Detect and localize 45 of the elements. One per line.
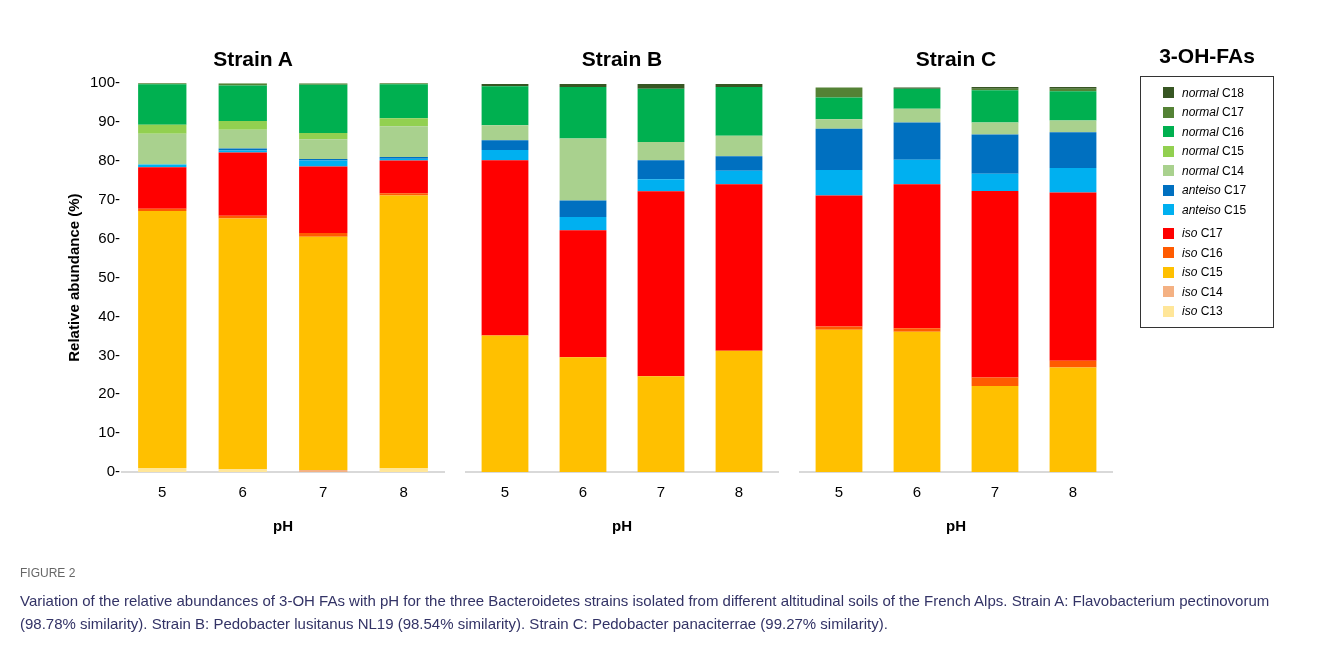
y-tick-label: 40- <box>98 306 121 324</box>
x-tick-label: 7 <box>319 483 328 501</box>
legend-label: iso C16 <box>1182 245 1223 260</box>
x-tick-label: 8 <box>734 483 744 501</box>
x-tick-label: 5 <box>500 483 510 501</box>
y-tick-label: 90- <box>98 112 121 130</box>
y-tick-label: 30- <box>98 345 121 363</box>
y-tick-label: 60- <box>98 228 121 246</box>
x-tick-label: 7 <box>656 483 666 501</box>
x-axis-title: pH <box>612 517 632 535</box>
legend-label: normal C18 <box>1182 85 1245 100</box>
legend-label: normal C17 <box>1182 105 1245 120</box>
x-tick-label: 6 <box>578 483 588 501</box>
y-tick-label: 100- <box>89 73 121 91</box>
x-tick-label: 6 <box>238 483 247 501</box>
x-tick-label: 8 <box>399 483 408 501</box>
x-tick-label: 6 <box>912 483 922 501</box>
legend-label: iso C14 <box>1182 284 1223 299</box>
x-tick-label: 5 <box>158 483 167 501</box>
legend-title: 3-OH-FAs <box>1158 44 1256 68</box>
legend-label: iso C17 <box>1182 226 1223 241</box>
legend-label: anteiso C17 <box>1182 183 1247 198</box>
chart-title: Strain B <box>581 47 663 71</box>
y-axis-title: Relative abundance (%) <box>65 193 83 362</box>
x-axis-title: pH <box>273 517 294 535</box>
legend-label: normal C15 <box>1182 144 1245 159</box>
chart-title: Strain C <box>915 47 997 71</box>
y-tick-label: 70- <box>98 189 121 207</box>
legend-label: anteiso C15 <box>1182 202 1247 217</box>
x-tick-label: 5 <box>834 483 844 501</box>
y-tick-label: 10- <box>98 423 121 441</box>
x-tick-label: 7 <box>990 483 1000 501</box>
caption: FIGURE 2 <box>20 565 77 582</box>
y-tick-label: 0- <box>106 462 121 480</box>
y-tick-label: 50- <box>98 267 121 285</box>
legend-label: normal C16 <box>1182 124 1245 139</box>
legend-label: iso C13 <box>1182 304 1223 319</box>
y-tick-label: 20- <box>98 384 121 402</box>
chart-title: Strain A <box>213 47 293 71</box>
x-axis-title: pH <box>946 517 966 535</box>
text: Variation of the relative abundances of 3-OH FAs with pH for the three Bacteroidetes strains isolated from different altitudinal soils of the French Alps. Strain A: Flavobacterium pectinovorum (98.78% similarity). Strain B: Pedobacter lusitanus NL19 (98.54% similarity). Strain C: Pedobacter panaciterrae (99.27% similarity). <box>20 591 1271 634</box>
legend-label: iso C15 <box>1182 265 1223 280</box>
y-tick-label: 80- <box>98 151 121 169</box>
x-tick-label: 8 <box>1068 483 1078 501</box>
legend-label: normal C14 <box>1182 163 1245 178</box>
